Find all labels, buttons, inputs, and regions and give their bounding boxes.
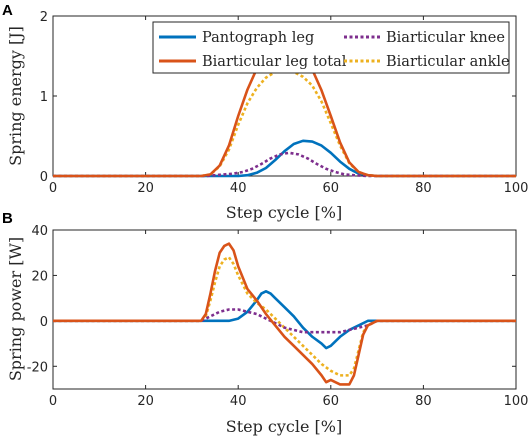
power-line-biarticular-ankle	[53, 255, 516, 377]
energy-y-tick-label: 1	[40, 90, 48, 105]
power-series	[53, 242, 516, 386]
legend-label-biarticular-knee: Biarticular knee	[386, 30, 505, 46]
power-axis-ticks: 0 20 40 60 80 100 -20 0 20 40	[27, 224, 529, 409]
power-y-axis-label: Spring power [W]	[6, 237, 25, 381]
legend-label-biarticular-ankle: Biarticular ankle	[386, 54, 510, 70]
power-x-axis-label: Step cycle [%]	[226, 417, 343, 436]
energy-line-biarticular-knee	[53, 151, 516, 178]
power-y-tick-label: -20	[27, 360, 48, 375]
power-y-tick-label: 20	[31, 269, 48, 284]
power-y-tick-label: 40	[31, 224, 48, 239]
power-y-tick-label: 0	[40, 315, 48, 330]
power-x-tick-label: 0	[49, 394, 57, 409]
energy-x-tick-label: 80	[415, 181, 432, 196]
energy-x-tick-label: 60	[323, 181, 340, 196]
panel-label-b: B	[2, 210, 13, 227]
panel-label-a: A	[2, 2, 13, 19]
energy-x-tick-label: 40	[230, 181, 247, 196]
legend: Pantograph leg Biarticular leg total Bia…	[152, 21, 510, 74]
energy-x-tick-label: 100	[504, 181, 529, 196]
energy-x-axis-label: Step cycle [%]	[226, 203, 343, 222]
power-line-biarticular-knee	[53, 308, 516, 334]
energy-y-tick-label: 2	[40, 10, 48, 25]
legend-label-biarticular-leg-total: Biarticular leg total	[202, 54, 347, 70]
energy-plot: 0 20 40 60 80 100 0 1 2 Step cycle [%] Spring en…	[6, 10, 528, 222]
legend-box	[152, 21, 510, 74]
energy-line-biarticular-ankle	[53, 69, 516, 178]
power-plot: 0 20 40 60 80 100 -20 0 20 40 Step cycle [%] Spri…	[6, 224, 528, 436]
energy-y-tick-label: 0	[40, 170, 48, 185]
power-x-tick-label: 80	[415, 394, 432, 409]
energy-x-tick-label: 0	[49, 181, 57, 196]
energy-line-pantograph-leg	[53, 139, 516, 178]
power-line-biarticular-leg-total	[53, 242, 516, 386]
power-x-tick-label: 40	[230, 394, 247, 409]
power-plot-frame	[52, 229, 517, 390]
power-x-tick-label: 100	[504, 394, 529, 409]
energy-y-axis-label: Spring energy [J]	[6, 26, 25, 166]
legend-label-pantograph-leg: Pantograph leg	[202, 30, 314, 46]
energy-x-tick-label: 20	[137, 181, 154, 196]
power-x-tick-label: 20	[137, 394, 154, 409]
power-x-tick-label: 60	[323, 394, 340, 409]
